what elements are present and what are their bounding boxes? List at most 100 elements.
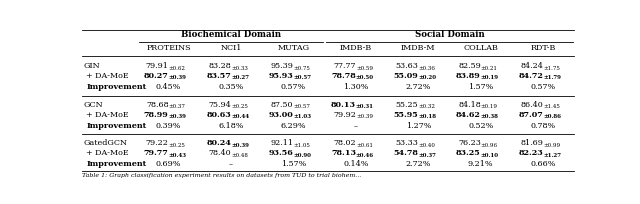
Text: 0.52%: 0.52% xyxy=(468,121,493,129)
Text: ±0.61: ±0.61 xyxy=(356,142,372,147)
Text: 2.72%: 2.72% xyxy=(406,82,431,90)
Text: 78.02: 78.02 xyxy=(333,139,356,147)
Text: ±0.99: ±0.99 xyxy=(543,142,561,147)
Text: ±1.45: ±1.45 xyxy=(543,104,560,109)
Text: 79.22: 79.22 xyxy=(146,139,168,147)
Text: 84.62: 84.62 xyxy=(456,110,481,118)
Text: 0.57%: 0.57% xyxy=(531,82,556,90)
Text: 77.77: 77.77 xyxy=(333,62,356,70)
Text: 92.11: 92.11 xyxy=(271,139,294,147)
Text: 82.59: 82.59 xyxy=(458,62,481,70)
Text: ±0.90: ±0.90 xyxy=(294,152,312,157)
Text: 55.25: 55.25 xyxy=(396,101,419,109)
Text: 6.29%: 6.29% xyxy=(281,121,307,129)
Text: 79.91: 79.91 xyxy=(146,62,168,70)
Text: 81.69: 81.69 xyxy=(520,139,543,147)
Text: ±0.86: ±0.86 xyxy=(543,114,561,119)
Text: Improvement: Improvement xyxy=(86,82,147,90)
Text: 78.78: 78.78 xyxy=(331,71,356,79)
Text: 82.23: 82.23 xyxy=(518,149,543,157)
Text: IMDB-M: IMDB-M xyxy=(401,44,436,52)
Text: 78.13: 78.13 xyxy=(331,149,356,157)
Text: ±1.27: ±1.27 xyxy=(543,152,561,157)
Text: ±0.20: ±0.20 xyxy=(419,74,436,80)
Text: 87.50: 87.50 xyxy=(271,101,294,109)
Text: 1.57%: 1.57% xyxy=(468,82,493,90)
Text: 95.39: 95.39 xyxy=(271,62,294,70)
Text: RDT-B: RDT-B xyxy=(531,44,556,52)
Text: 54.78: 54.78 xyxy=(394,149,419,157)
Text: 84.18: 84.18 xyxy=(458,101,481,109)
Text: ±0.96: ±0.96 xyxy=(481,142,498,147)
Text: COLLAB: COLLAB xyxy=(463,44,498,52)
Text: PROTEINS: PROTEINS xyxy=(147,44,191,52)
Text: ±0.50: ±0.50 xyxy=(356,74,374,80)
Text: 83.89: 83.89 xyxy=(456,71,481,79)
Text: 78.68: 78.68 xyxy=(146,101,168,109)
Text: 53.33: 53.33 xyxy=(396,139,419,147)
Text: ±0.40: ±0.40 xyxy=(419,142,435,147)
Text: 93.00: 93.00 xyxy=(269,110,294,118)
Text: Biochemical Domain: Biochemical Domain xyxy=(181,30,281,39)
Text: 1.27%: 1.27% xyxy=(406,121,431,129)
Text: 80.63: 80.63 xyxy=(206,110,231,118)
Text: 83.25: 83.25 xyxy=(456,149,481,157)
Text: 84.24: 84.24 xyxy=(520,62,543,70)
Text: 80.13: 80.13 xyxy=(331,101,356,109)
Text: ±0.37: ±0.37 xyxy=(419,152,436,157)
Text: ±0.25: ±0.25 xyxy=(168,142,186,147)
Text: ±0.44: ±0.44 xyxy=(231,114,249,119)
Text: ±0.62: ±0.62 xyxy=(168,65,186,70)
Text: ±0.57: ±0.57 xyxy=(294,104,310,109)
Text: ±0.19: ±0.19 xyxy=(481,104,498,109)
Text: 84.72: 84.72 xyxy=(518,71,543,79)
Text: ±0.57: ±0.57 xyxy=(294,74,312,80)
Text: ±0.19: ±0.19 xyxy=(481,74,499,80)
Text: 0.78%: 0.78% xyxy=(531,121,556,129)
Text: 78.99: 78.99 xyxy=(144,110,168,118)
Text: 0.57%: 0.57% xyxy=(281,82,306,90)
Text: 93.56: 93.56 xyxy=(269,149,294,157)
Text: NCI1: NCI1 xyxy=(220,44,242,52)
Text: 75.94: 75.94 xyxy=(208,101,231,109)
Text: ±1.05: ±1.05 xyxy=(294,142,310,147)
Text: ±0.32: ±0.32 xyxy=(419,104,435,109)
Text: GatedGCN: GatedGCN xyxy=(83,139,127,147)
Text: 83.28: 83.28 xyxy=(208,62,231,70)
Text: Social Domain: Social Domain xyxy=(415,30,484,39)
Text: 53.63: 53.63 xyxy=(396,62,419,70)
Text: ±0.33: ±0.33 xyxy=(231,65,248,70)
Text: ±0.38: ±0.38 xyxy=(481,114,499,119)
Text: 80.27: 80.27 xyxy=(144,71,168,79)
Text: 86.40: 86.40 xyxy=(520,101,543,109)
Text: ±0.39: ±0.39 xyxy=(231,142,249,147)
Text: 78.40: 78.40 xyxy=(209,149,231,157)
Text: ±0.10: ±0.10 xyxy=(481,152,499,157)
Text: 80.24: 80.24 xyxy=(206,139,231,147)
Text: ±0.18: ±0.18 xyxy=(419,114,436,119)
Text: GIN: GIN xyxy=(83,62,100,70)
Text: 6.18%: 6.18% xyxy=(218,121,244,129)
Text: ±0.21: ±0.21 xyxy=(481,65,498,70)
Text: ±0.39: ±0.39 xyxy=(168,114,186,119)
Text: IMDB-B: IMDB-B xyxy=(340,44,372,52)
Text: ±1.03: ±1.03 xyxy=(294,114,312,119)
Text: 0.66%: 0.66% xyxy=(531,160,556,167)
Text: ±0.43: ±0.43 xyxy=(168,152,187,157)
Text: 0.14%: 0.14% xyxy=(343,160,369,167)
Text: + DA-MoE: + DA-MoE xyxy=(86,71,129,79)
Text: 83.57: 83.57 xyxy=(206,71,231,79)
Text: ±0.48: ±0.48 xyxy=(231,152,248,157)
Text: Table 1: Graph classification experiment results on datasets from TUD to trial b: Table 1: Graph classification experiment… xyxy=(81,172,361,177)
Text: 0.45%: 0.45% xyxy=(156,82,181,90)
Text: 1.30%: 1.30% xyxy=(343,82,369,90)
Text: ±1.75: ±1.75 xyxy=(543,65,560,70)
Text: 79.92: 79.92 xyxy=(333,110,356,118)
Text: ±0.31: ±0.31 xyxy=(356,104,374,109)
Text: Improvement: Improvement xyxy=(86,160,147,167)
Text: –: – xyxy=(229,160,233,167)
Text: 0.39%: 0.39% xyxy=(156,121,181,129)
Text: 0.35%: 0.35% xyxy=(218,82,244,90)
Text: ±0.39: ±0.39 xyxy=(356,114,373,119)
Text: 55.95: 55.95 xyxy=(394,110,419,118)
